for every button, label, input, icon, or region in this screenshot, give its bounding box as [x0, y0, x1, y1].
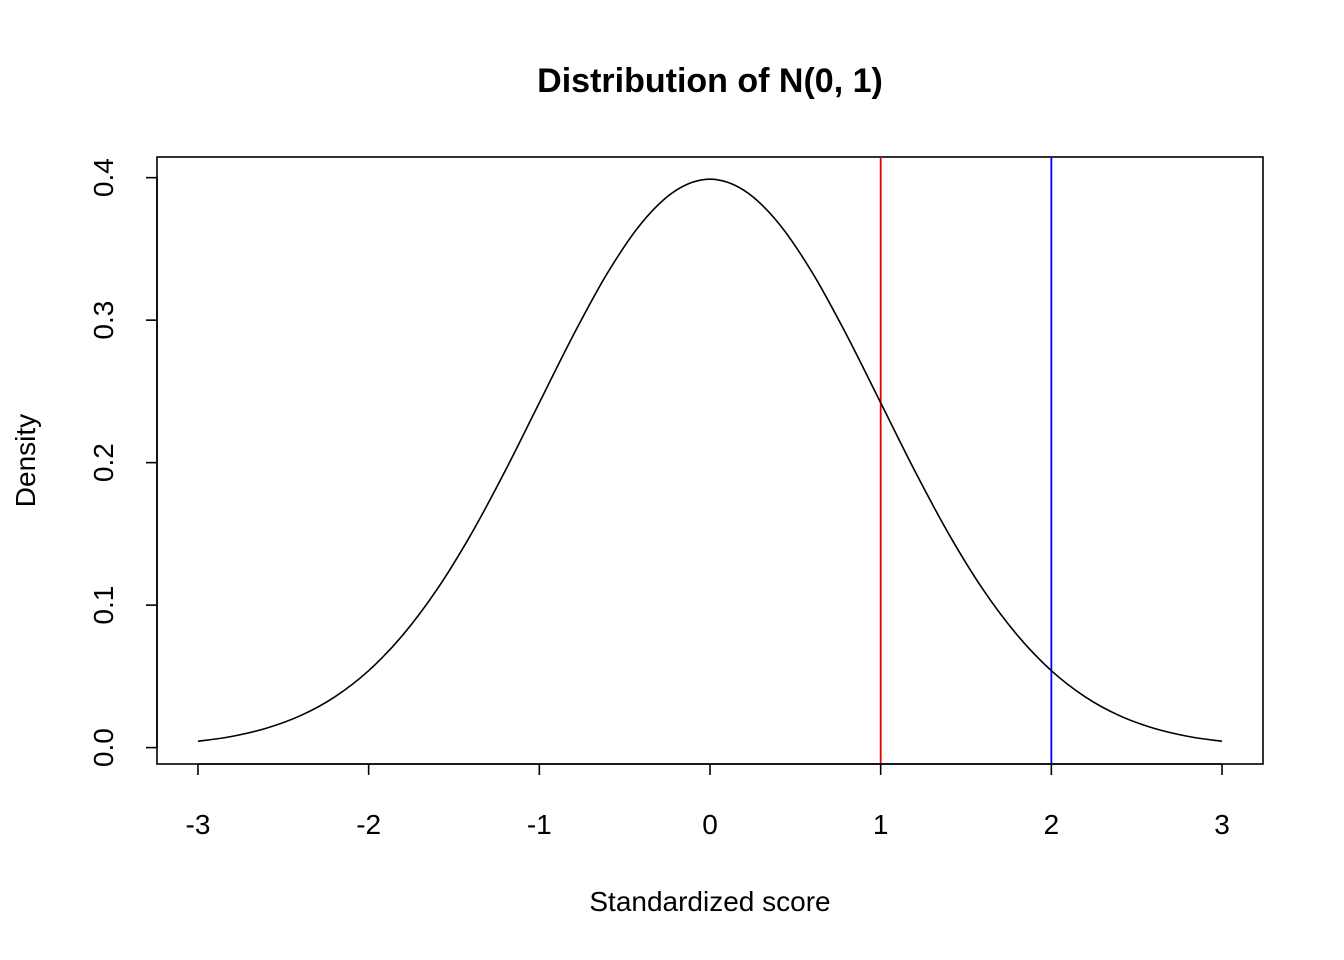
- x-tick-label: -1: [527, 809, 552, 840]
- y-axis-ticks: 0.0 0.1 0.2 0.3 0.4: [88, 158, 157, 767]
- x-tick-label: 0: [702, 809, 718, 840]
- y-tick-label: 0.4: [88, 158, 119, 197]
- y-axis-label: Density: [10, 414, 41, 507]
- density-curve: [197, 178, 1223, 743]
- reference-lines: [879, 157, 1053, 764]
- density-series: [197, 178, 1223, 743]
- y-tick-label: 0.0: [88, 728, 119, 767]
- x-tick-label: -2: [356, 809, 381, 840]
- x-tick-label: 2: [1044, 809, 1060, 840]
- y-tick-label: 0.2: [88, 443, 119, 482]
- x-tick-label: 3: [1214, 809, 1230, 840]
- x-tick-label: 1: [873, 809, 889, 840]
- x-axis-label: Standardized score: [589, 886, 830, 917]
- x-axis-ticks: -3 -2 -1 0 1 2 3: [186, 763, 1230, 840]
- plot-frame: [156, 156, 1264, 765]
- x-tick-label: -3: [186, 809, 211, 840]
- y-tick-label: 0.3: [88, 301, 119, 340]
- y-tick-label: 0.1: [88, 586, 119, 625]
- chart-title: Distribution of N(0, 1): [537, 62, 883, 100]
